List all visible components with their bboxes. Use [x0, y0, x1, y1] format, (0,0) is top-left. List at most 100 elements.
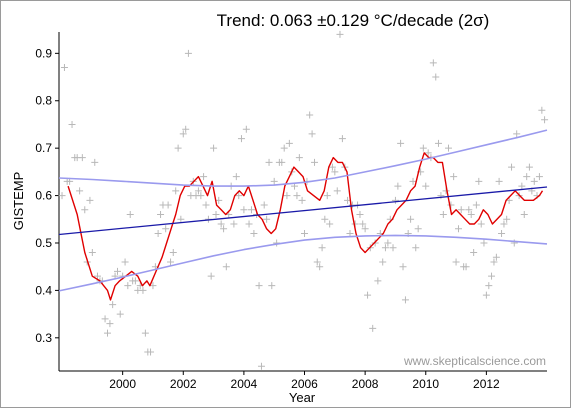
data-point [450, 173, 458, 181]
data-point [212, 211, 220, 219]
data-point [538, 106, 546, 114]
x-tick-label: 2010 [412, 377, 439, 391]
data-point [81, 206, 89, 214]
data-point [321, 215, 329, 223]
data-point [336, 30, 344, 38]
data-point [93, 272, 101, 280]
x-tick-label: 2006 [291, 377, 318, 391]
y-tick-label: 0.3 [35, 331, 52, 345]
data-point [147, 348, 155, 356]
data-point [313, 258, 321, 266]
data-point [235, 192, 243, 200]
data-point [475, 177, 483, 185]
data-point [278, 158, 286, 166]
data-point [331, 168, 339, 176]
data-point [247, 206, 255, 214]
data-point [394, 182, 402, 190]
data-point [498, 230, 506, 238]
data-point [318, 244, 326, 252]
data-point [255, 282, 263, 290]
data-point [250, 230, 258, 238]
data-point [500, 220, 508, 228]
data-point [391, 196, 399, 204]
data-point [323, 192, 331, 200]
data-point [200, 173, 208, 181]
y-tick-label: 0.5 [35, 236, 52, 250]
data-point [263, 215, 271, 223]
data-point [169, 248, 177, 256]
data-point [265, 158, 273, 166]
data-point [126, 211, 134, 219]
data-point [530, 177, 538, 185]
data-point [103, 329, 111, 337]
lines-group [58, 129, 548, 301]
data-point [424, 149, 432, 157]
data-point [139, 286, 147, 294]
data-point [270, 177, 278, 185]
data-point [457, 206, 465, 214]
data-point [76, 187, 84, 195]
data-point [109, 301, 117, 309]
data-point [454, 225, 462, 233]
data-point [232, 173, 240, 181]
data-point [525, 163, 533, 171]
data-point [257, 362, 265, 370]
data-point [485, 282, 493, 290]
data-point [245, 220, 253, 228]
data-point [184, 49, 192, 57]
data-point [333, 187, 341, 195]
y-tick-label: 0.4 [35, 283, 52, 297]
data-point [541, 116, 549, 124]
data-point [503, 215, 511, 223]
data-point [210, 144, 218, 152]
data-point [260, 201, 268, 209]
data-point [523, 173, 531, 181]
data-point [116, 310, 124, 318]
data-point [328, 163, 336, 171]
x-tick-label: 2012 [473, 377, 500, 391]
data-point [101, 315, 109, 323]
data-point [444, 144, 452, 152]
data-point [162, 225, 170, 233]
data-points-group [58, 30, 549, 370]
data-point [268, 282, 276, 290]
data-point [508, 163, 516, 171]
axes-group: 0.3 0.4 0.5 0.6 0.7 0.8 0.9 2000 2002 2004 2006 200… [35, 32, 547, 391]
data-point [78, 154, 86, 162]
data-point [164, 201, 172, 209]
data-point [492, 253, 500, 261]
data-point [356, 211, 364, 219]
data-point [419, 144, 427, 152]
data-point [316, 263, 324, 271]
data-point [465, 206, 473, 214]
data-point [222, 263, 230, 271]
data-point [295, 154, 303, 162]
data-point [182, 125, 190, 133]
data-point [121, 258, 129, 266]
data-point [298, 196, 306, 204]
data-point [91, 158, 99, 166]
data-point [220, 225, 228, 233]
confidence-lower-line [58, 234, 548, 292]
data-point [495, 177, 503, 185]
data-point [293, 192, 301, 200]
x-tick-label: 2008 [352, 377, 379, 391]
data-point [326, 220, 334, 228]
data-point [202, 201, 210, 209]
data-point [379, 258, 387, 266]
data-point [477, 220, 485, 228]
data-point [197, 192, 205, 200]
data-point [472, 201, 480, 209]
data-point [364, 291, 372, 299]
data-point [177, 215, 185, 223]
data-point [429, 59, 437, 67]
data-point [412, 244, 420, 252]
data-point [237, 135, 245, 143]
data-point [397, 139, 405, 147]
data-point [389, 244, 397, 252]
data-point [242, 125, 250, 133]
data-point [230, 220, 238, 228]
data-point [467, 211, 475, 219]
data-point [301, 230, 309, 238]
